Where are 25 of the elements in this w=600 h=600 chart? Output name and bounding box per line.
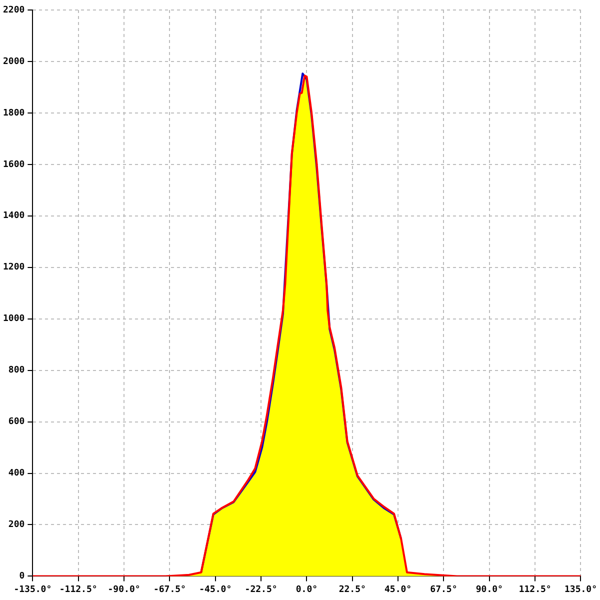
y-tick-label: 800	[8, 366, 25, 376]
x-tick-label: -112.5°	[59, 584, 98, 595]
x-tick-label: 0.0°	[296, 584, 318, 595]
x-tick-label: -45.0°	[199, 584, 232, 595]
x-tick-label: 67.5°	[430, 584, 458, 595]
y-tick-label: 1000	[2, 314, 25, 324]
y-tick-label: 400	[8, 468, 25, 479]
x-tick-label: -22.5°	[244, 584, 278, 595]
y-tick-label: 2000	[2, 56, 25, 67]
y-tick-label: 0	[19, 572, 25, 582]
x-tick-label: -135.0°	[14, 584, 52, 595]
x-tick-label: 90.0°	[476, 584, 503, 595]
y-tick-label: 1600	[2, 160, 25, 170]
x-tick-label: 112.5°	[518, 584, 552, 595]
y-tick-label: 600	[8, 417, 25, 428]
y-tick-label: 1200	[2, 262, 25, 273]
x-tick-label: 45.0°	[384, 584, 412, 595]
y-tick-label: 1800	[2, 108, 25, 118]
x-tick-label: 22.5°	[338, 584, 366, 595]
y-tick-label: 1400	[2, 211, 25, 222]
x-tick-label: -67.5°	[153, 584, 186, 595]
y-tick-label: 2200	[2, 5, 25, 16]
y-tick-label: 200	[8, 520, 25, 530]
x-tick-label: 135.0°	[564, 584, 597, 595]
x-tick-label: -90.0°	[108, 584, 140, 595]
